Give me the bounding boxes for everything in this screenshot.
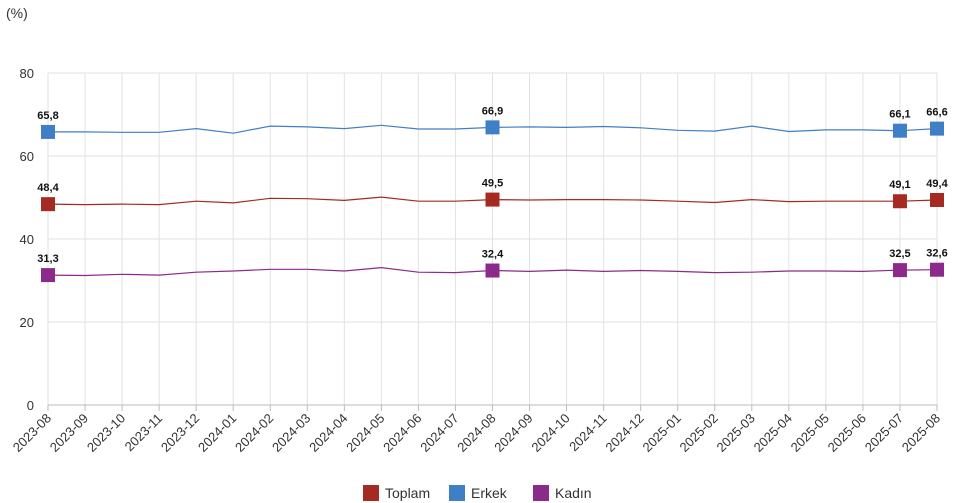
marker-erkek[interactable] [930, 121, 944, 136]
x-tick-label: 2024-06 [380, 411, 424, 455]
marker-kad-n[interactable] [41, 268, 55, 283]
x-tick-label: 2024-04 [306, 411, 350, 455]
x-tick-label: 2024-01 [195, 411, 239, 455]
y-tick-label: 80 [20, 66, 34, 81]
data-label-erkek: 66,9 [482, 105, 503, 117]
marker-toplam[interactable] [892, 194, 907, 209]
x-tick-label: 2023-08 [10, 411, 54, 455]
y-tick-label: 0 [27, 398, 34, 413]
marker-toplam[interactable] [930, 192, 944, 207]
marker-toplam[interactable] [41, 197, 55, 212]
legend: Toplam Erkek Kadın [363, 485, 592, 501]
data-label-erkek: 66,6 [926, 107, 947, 119]
marker-erkek[interactable] [41, 124, 55, 139]
y-tick-label: 20 [20, 315, 34, 330]
data-label-erkek: 65,8 [37, 110, 58, 122]
x-tick-label: 2024-10 [528, 411, 572, 455]
data-label-kad-n: 32,6 [926, 248, 947, 260]
x-tick-label: 2025-08 [899, 411, 943, 455]
x-tick-label: 2023-09 [47, 411, 91, 455]
data-label-kad-n: 31,3 [37, 253, 58, 265]
data-label-toplam: 48,4 [37, 182, 59, 194]
legend-swatch-erkek [449, 485, 465, 501]
data-label-kad-n: 32,4 [482, 249, 504, 261]
grid-layer [47, 72, 938, 406]
x-tick-label: 2025-03 [714, 411, 758, 455]
x-tick-label: 2024-08 [454, 411, 498, 455]
marker-kad-n[interactable] [892, 263, 907, 278]
x-tick-label: 2025-05 [788, 411, 832, 455]
legend-label-toplam: Toplam [385, 485, 430, 501]
legend-swatch-toplam [363, 485, 379, 501]
x-tick-label: 2024-03 [269, 411, 313, 455]
x-tick-label: 2025-01 [639, 411, 683, 455]
marker-toplam[interactable] [485, 192, 500, 207]
x-tick-label: 2024-09 [491, 411, 535, 455]
marker-kad-n[interactable] [485, 263, 500, 278]
unit-label: (%) [6, 5, 28, 21]
x-tick-label: 2025-06 [825, 411, 869, 455]
x-tick-label: 2024-02 [232, 411, 276, 455]
data-label-erkek: 66,1 [889, 109, 910, 121]
data-label-kad-n: 32,5 [889, 248, 910, 260]
legend-swatch-kad-n [533, 485, 549, 501]
x-tick-label: 2025-07 [862, 411, 906, 455]
legend-label-erkek: Erkek [471, 485, 508, 501]
x-tick-label: 2023-12 [158, 411, 202, 455]
legend-label-kad-n: Kadın [555, 485, 592, 501]
marker-erkek[interactable] [485, 120, 500, 135]
x-tick-label: 2024-07 [417, 411, 461, 455]
y-tick-label: 60 [20, 149, 34, 164]
axis-layer: 0204060802023-082023-092023-102023-11202… [10, 66, 943, 455]
y-tick-label: 40 [20, 232, 34, 247]
label-layer: 48,4 49,5 49,1 49,4 65,8 66,9 66,1 66,6 31,3 32,4… [37, 105, 949, 283]
legend-item-kad-n[interactable]: Kadın [533, 485, 592, 501]
data-label-toplam: 49,4 [926, 178, 948, 190]
x-tick-label: 2024-11 [566, 411, 610, 455]
marker-erkek[interactable] [892, 123, 907, 138]
x-tick-label: 2025-04 [751, 411, 795, 455]
x-tick-label: 2024-12 [602, 411, 646, 455]
legend-item-erkek[interactable]: Erkek [449, 485, 508, 501]
x-tick-label: 2025-02 [677, 411, 721, 455]
x-tick-label: 2024-05 [343, 411, 387, 455]
x-tick-label: 2023-11 [122, 411, 166, 455]
data-label-toplam: 49,1 [889, 179, 910, 191]
marker-kad-n[interactable] [930, 262, 944, 277]
data-label-toplam: 49,5 [482, 178, 503, 190]
legend-item-toplam[interactable]: Toplam [363, 485, 430, 501]
x-tick-label: 2023-10 [84, 411, 128, 455]
